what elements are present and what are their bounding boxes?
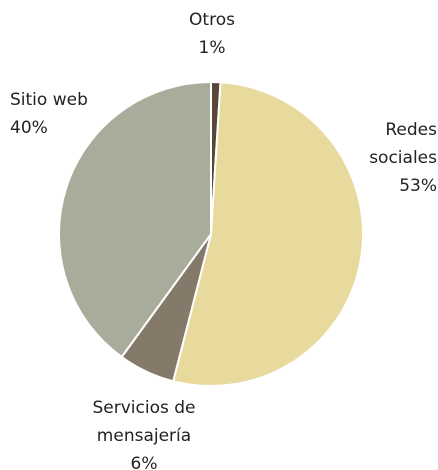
category-label: Otros bbox=[189, 10, 235, 30]
slice-label: Otros 1% bbox=[162, 6, 262, 62]
value-label: 1% bbox=[198, 38, 226, 58]
pie-slice bbox=[58, 80, 212, 359]
slice-label: Redes sociales 53% bbox=[347, 116, 437, 200]
category-label: Redes sociales bbox=[369, 120, 437, 168]
category-label: Servicios de mensajería bbox=[92, 398, 196, 446]
value-label: 53% bbox=[399, 176, 437, 196]
value-label: 40% bbox=[10, 118, 48, 138]
slice-label: Servicios de mensajería 6% bbox=[74, 394, 214, 470]
pie-slice bbox=[171, 81, 364, 387]
slice-label: Sitio web 40% bbox=[10, 86, 120, 142]
value-label: 6% bbox=[130, 454, 158, 470]
category-label: Sitio web bbox=[10, 90, 88, 110]
